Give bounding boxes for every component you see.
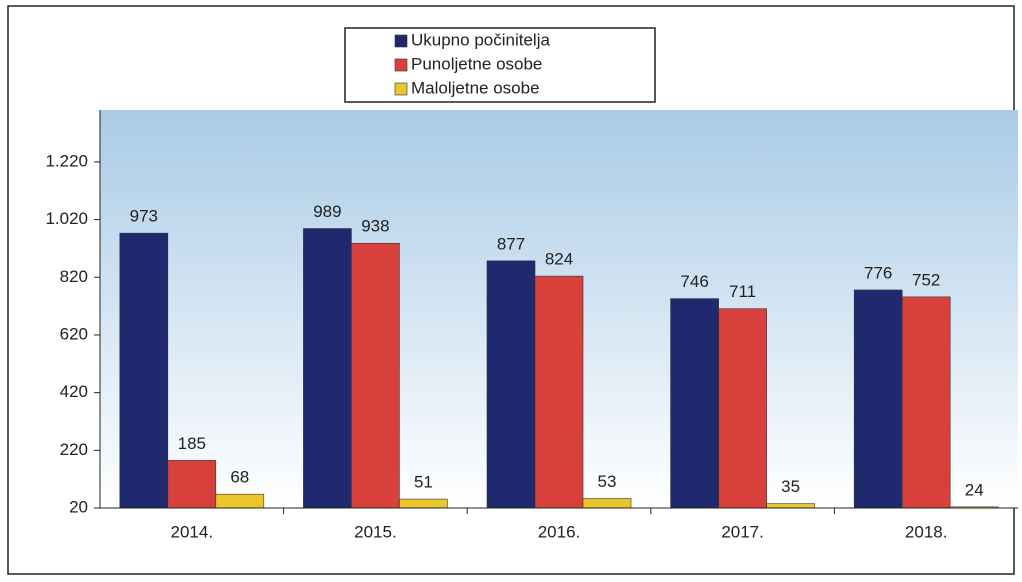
- data-label: 53: [598, 472, 617, 491]
- data-label: 776: [864, 263, 892, 282]
- y-tick-label: 420: [60, 382, 88, 401]
- bar: [215, 493, 265, 509]
- x-tick-label: 2014.: [171, 522, 214, 541]
- y-tick-label: 220: [60, 440, 88, 459]
- data-label: 185: [178, 434, 206, 453]
- bar: [718, 308, 767, 509]
- data-label: 877: [497, 234, 525, 253]
- bar: [303, 228, 352, 509]
- bar: [901, 296, 951, 509]
- y-tick-label: 820: [60, 267, 88, 286]
- y-tick-label: 1.020: [45, 209, 88, 228]
- bar: [119, 232, 169, 509]
- data-label: 989: [313, 202, 341, 221]
- legend-swatch: [394, 58, 408, 72]
- y-tick-label: 620: [60, 324, 88, 343]
- legend-swatch: [394, 34, 408, 48]
- data-label: 68: [230, 468, 249, 487]
- data-label: 938: [361, 217, 389, 236]
- x-tick-label: 2018.: [905, 522, 948, 541]
- y-tick-label: 20: [69, 497, 88, 516]
- data-label: 711: [729, 282, 756, 301]
- bar: [486, 260, 536, 509]
- data-label: 746: [680, 272, 708, 291]
- data-label: 752: [912, 270, 940, 289]
- bar: [853, 289, 903, 509]
- legend-label: Maloljetne osobe: [411, 78, 540, 97]
- legend-label: Ukupno počinitelja: [411, 30, 550, 49]
- bar: [670, 298, 719, 509]
- data-label: 824: [545, 250, 573, 269]
- x-tick-label: 2016.: [538, 522, 581, 541]
- data-label: 973: [130, 207, 158, 226]
- legend-swatch: [394, 82, 408, 96]
- bar: [582, 498, 632, 509]
- x-tick-label: 2017.: [721, 522, 764, 541]
- bar: [534, 275, 584, 509]
- x-tick-label: 2015.: [354, 522, 397, 541]
- legend-label: Punoljetne osobe: [411, 54, 542, 73]
- y-tick-label: 1.220: [45, 151, 88, 170]
- bar: [351, 242, 400, 509]
- data-label: 51: [414, 473, 433, 492]
- bar: [167, 460, 217, 509]
- data-label: 24: [965, 480, 984, 499]
- bar: [399, 498, 448, 509]
- data-label: 35: [781, 477, 800, 496]
- bar: [766, 503, 815, 509]
